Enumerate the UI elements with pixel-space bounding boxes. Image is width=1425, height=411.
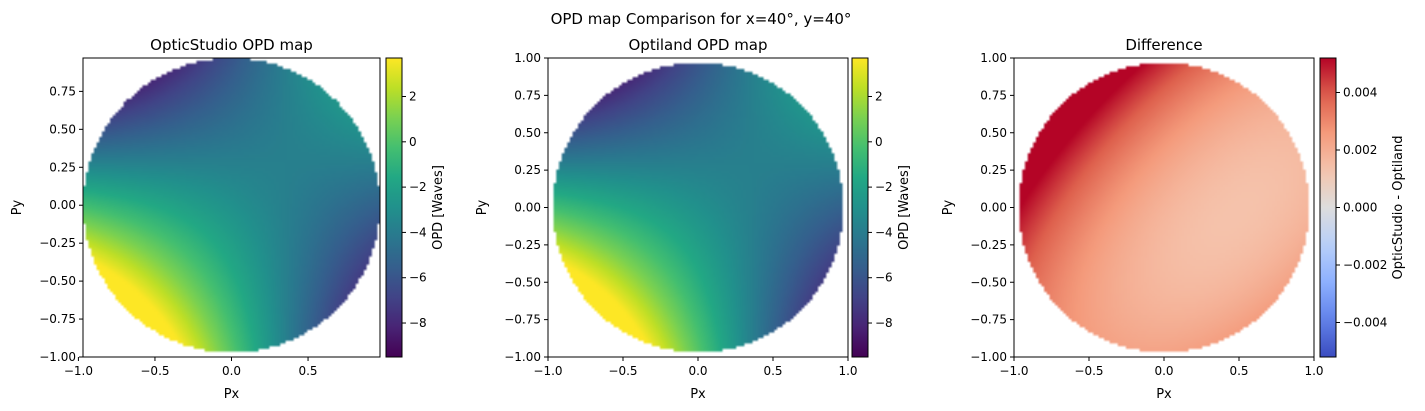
- colorbar-tick-label: −0.004: [1343, 316, 1387, 330]
- colorbar-tick-label: −2: [875, 180, 893, 194]
- x-tick-label: −1.0: [64, 364, 93, 378]
- colorbar-tick-label: 0.004: [1343, 86, 1377, 100]
- colorbar: [851, 57, 869, 358]
- x-tick-label: −0.5: [140, 364, 169, 378]
- colorbar-tick-label: −2: [409, 180, 427, 194]
- y-tick-label: −0.50: [504, 275, 541, 289]
- y-tick-label: −0.75: [39, 312, 76, 326]
- x-tick-label: 0.5: [298, 364, 317, 378]
- colorbar: [385, 57, 403, 358]
- y-tick-label: −1.00: [504, 350, 541, 364]
- y-tick-label: −1.00: [970, 350, 1007, 364]
- colorbar-label: OPD [Waves]: [897, 165, 912, 250]
- difference-panel: Difference −1.0 −0.5 0.0 0.5 1.0 Px −1.00 −0.75 −…: [941, 36, 1406, 402]
- x-axis-label: Px: [690, 387, 706, 402]
- x-tick-label: 1.0: [838, 364, 857, 378]
- colorbar-tick-label: −6: [875, 271, 893, 285]
- colorbar-tick-label: −0.002: [1343, 258, 1387, 272]
- y-tick-label: −0.75: [970, 313, 1007, 327]
- panel-title: Difference: [1125, 36, 1202, 54]
- x-tick-label: 1.0: [1304, 364, 1323, 378]
- opticstudio-opd-panel: OpticStudio OPD map −1.0 −0.5 0.0 0.5 Px −1.00…: [10, 36, 446, 402]
- x-tick-label: −0.5: [1074, 364, 1103, 378]
- y-tick-label: 0.25: [980, 163, 1007, 177]
- y-tick-label: 0.00: [980, 201, 1007, 215]
- y-tick-label: 0.50: [49, 122, 76, 136]
- y-tick-label: 1.00: [514, 51, 541, 65]
- x-axis-label: Px: [224, 387, 240, 402]
- x-tick-label: 0.0: [222, 364, 241, 378]
- panel-title: Optiland OPD map: [628, 36, 767, 54]
- colorbar-tick-label: −8: [875, 316, 893, 330]
- y-tick-label: 1.00: [980, 51, 1007, 65]
- x-tick-label: 0.5: [763, 364, 782, 378]
- opd-heatmap: [548, 58, 848, 357]
- y-tick-label: −0.25: [504, 238, 541, 252]
- y-axis-label: Py: [475, 199, 490, 215]
- colorbar-label: OpticStudio - Optiland: [1391, 136, 1406, 280]
- figure-suptitle: OPD map Comparison for x=40°, y=40°: [551, 10, 852, 28]
- colorbar-tick-label: −6: [409, 271, 427, 285]
- x-tick-label: −1.0: [999, 364, 1028, 378]
- colorbar-tick-label: 2: [875, 90, 883, 104]
- colorbar-tick-label: 2: [409, 90, 417, 104]
- x-tick-label: 0.0: [1154, 364, 1173, 378]
- panel-title: OpticStudio OPD map: [150, 36, 313, 54]
- colorbar-tick-label: −4: [409, 225, 427, 239]
- optiland-opd-panel: Optiland OPD map −1.0 −0.5 0.0 0.5 1.0 Px −1.00…: [475, 36, 912, 402]
- y-tick-label: −1.00: [39, 350, 76, 364]
- colorbar-tick-label: 0.000: [1343, 201, 1377, 215]
- y-axis-label: Py: [10, 199, 25, 215]
- y-tick-label: 0.75: [514, 88, 541, 102]
- colorbar-tick-label: −4: [875, 225, 893, 239]
- x-axis-label: Px: [1156, 387, 1172, 402]
- colorbar-tick-label: 0.002: [1343, 143, 1377, 157]
- colorbar-tick-label: 0: [875, 135, 883, 149]
- y-axis-label: Py: [941, 199, 956, 215]
- colorbar-tick-label: 0: [409, 135, 417, 149]
- y-tick-label: 0.50: [980, 126, 1007, 140]
- y-tick-label: 0.00: [514, 201, 541, 215]
- opd-heatmap: [1014, 58, 1314, 357]
- y-tick-label: −0.50: [39, 274, 76, 288]
- y-tick-label: −0.25: [39, 236, 76, 250]
- colorbar-label: OPD [Waves]: [431, 165, 446, 250]
- y-tick-label: 0.75: [980, 88, 1007, 102]
- colorbar: [1319, 57, 1337, 358]
- x-tick-label: −0.5: [608, 364, 637, 378]
- colorbar-tick-label: −8: [409, 316, 427, 330]
- x-tick-label: 0.0: [688, 364, 707, 378]
- y-tick-label: −0.75: [504, 313, 541, 327]
- y-tick-label: −0.50: [970, 275, 1007, 289]
- y-tick-label: 0.50: [514, 126, 541, 140]
- x-tick-label: −1.0: [533, 364, 562, 378]
- y-tick-label: −0.25: [970, 238, 1007, 252]
- y-tick-label: 0.25: [514, 163, 541, 177]
- y-tick-label: 0.75: [49, 84, 76, 98]
- opd-heatmap: [83, 58, 380, 357]
- x-tick-label: 0.5: [1229, 364, 1248, 378]
- y-tick-label: 0.25: [49, 160, 76, 174]
- y-tick-label: 0.00: [49, 198, 76, 212]
